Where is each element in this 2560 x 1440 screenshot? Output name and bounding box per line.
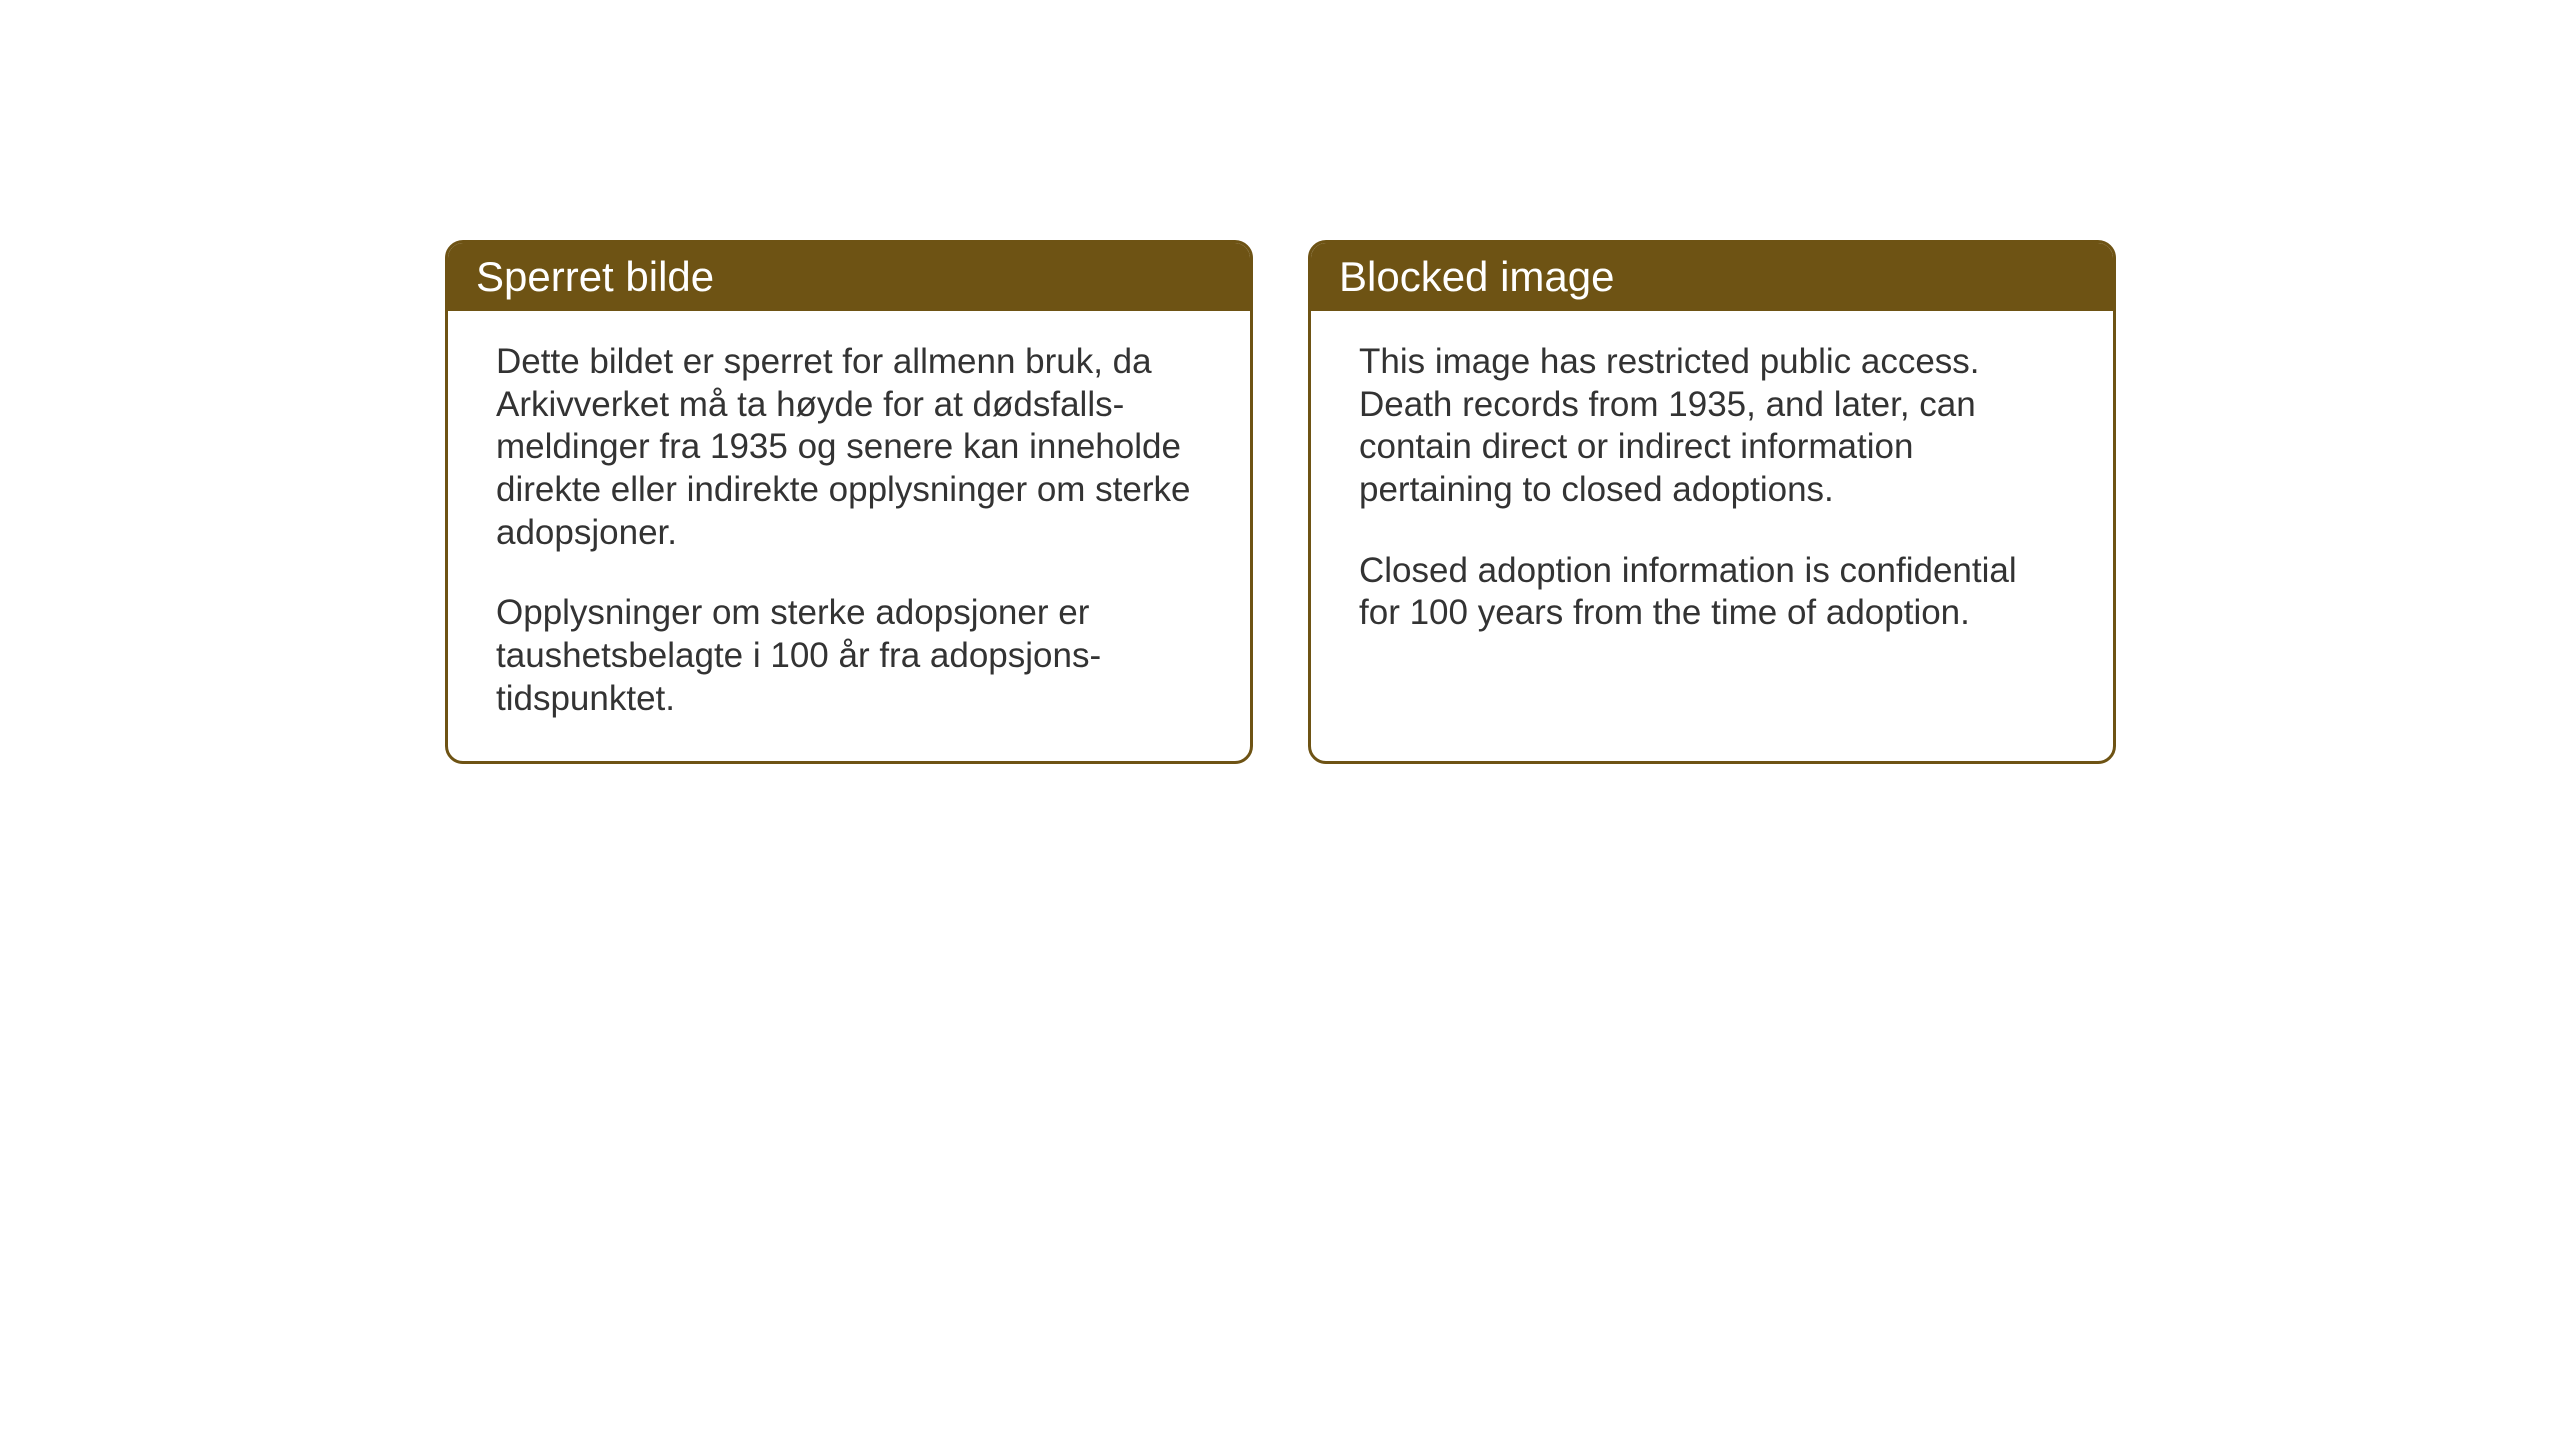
card-paragraph-1-norwegian: Dette bildet er sperret for allmenn bruk…	[496, 341, 1202, 554]
card-header-norwegian: Sperret bilde	[448, 243, 1250, 311]
card-paragraph-2-norwegian: Opplysninger om sterke adopsjoner er tau…	[496, 592, 1202, 720]
card-paragraph-2-english: Closed adoption information is confident…	[1359, 550, 2065, 635]
card-body-english: This image has restricted public access.…	[1311, 311, 2113, 675]
notice-container: Sperret bilde Dette bildet er sperret fo…	[445, 240, 2116, 764]
card-header-english: Blocked image	[1311, 243, 2113, 311]
notice-card-english: Blocked image This image has restricted …	[1308, 240, 2116, 764]
notice-card-norwegian: Sperret bilde Dette bildet er sperret fo…	[445, 240, 1253, 764]
card-body-norwegian: Dette bildet er sperret for allmenn bruk…	[448, 311, 1250, 761]
card-title-english: Blocked image	[1339, 253, 1614, 300]
card-paragraph-1-english: This image has restricted public access.…	[1359, 341, 2065, 512]
card-title-norwegian: Sperret bilde	[476, 253, 714, 300]
